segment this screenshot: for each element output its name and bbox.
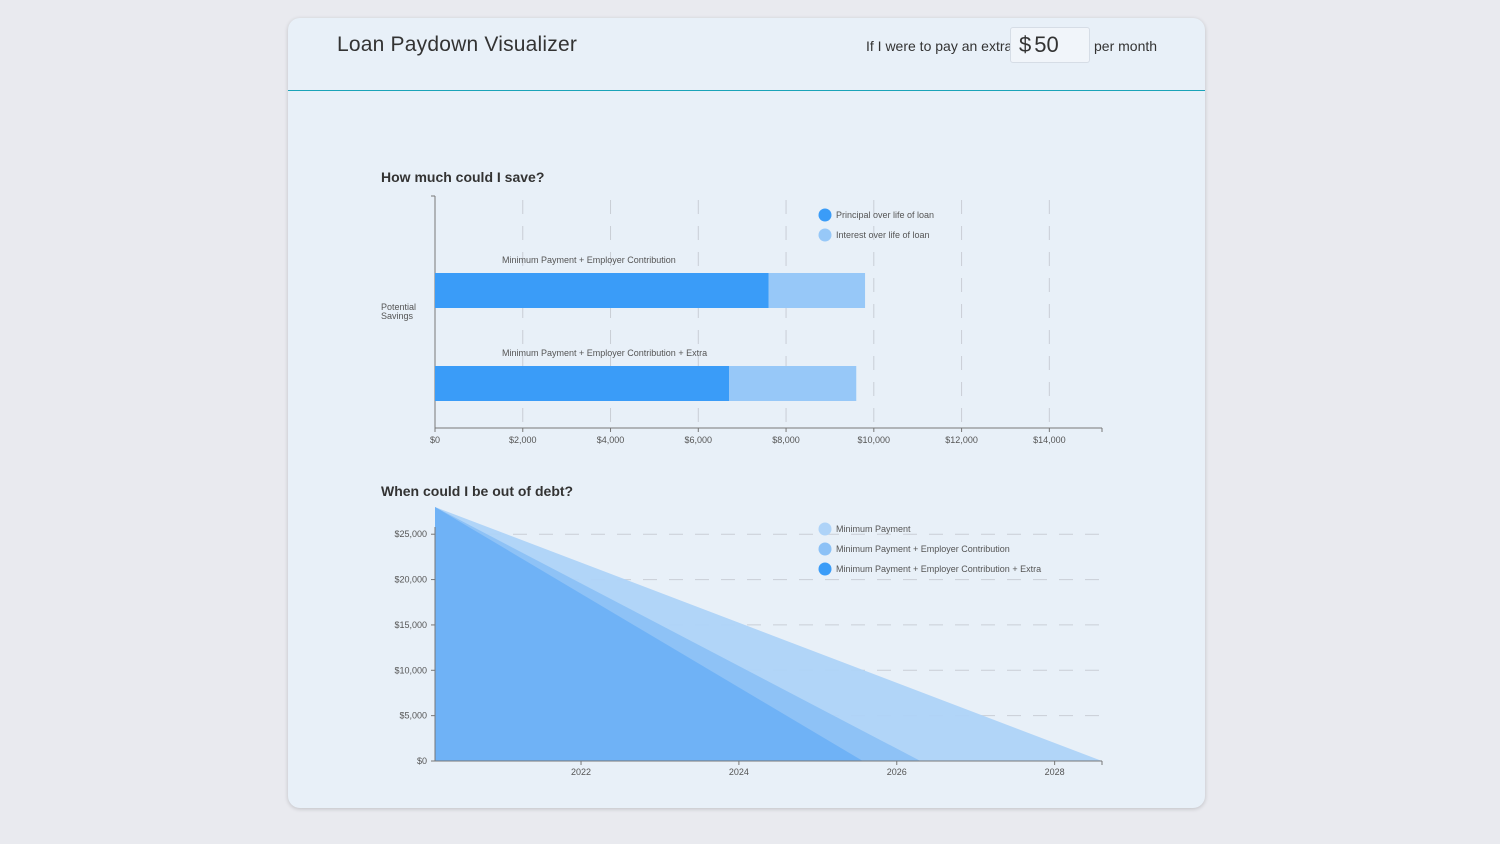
y-tick-label: $5,000 [399, 711, 427, 721]
currency-symbol: $ [1019, 32, 1032, 57]
visualizer-card: Loan Paydown Visualizer If I were to pay… [288, 18, 1205, 808]
legend-swatch [818, 228, 832, 242]
savings-chart-title: How much could I save? [381, 169, 545, 185]
savings-bar-chart: $0 $2,000 $4,000 $6,000 $8,000 $10,000 $12,000… [381, 195, 1103, 445]
y-tick-label: $25,000 [394, 529, 427, 539]
legend-swatch [818, 542, 832, 556]
x-tick-label: $4,000 [597, 435, 625, 445]
extra-payment-field[interactable]: $ [1010, 27, 1090, 63]
legend-label: Minimum Payment [836, 524, 911, 534]
legend-swatch [818, 562, 832, 576]
bar-category-label: Minimum Payment + Employer Contribution [502, 255, 676, 265]
legend-swatch [818, 522, 832, 536]
bar-category-label: Minimum Payment + Employer Contribution … [502, 348, 707, 358]
x-tick-label: $8,000 [772, 435, 800, 445]
y-axis-label: Potential Savings [381, 302, 416, 321]
legend-swatch [818, 208, 832, 222]
bar-segment [729, 366, 857, 401]
x-tick-label: $12,000 [945, 435, 978, 445]
area-series [435, 507, 863, 761]
y-tick-label: $10,000 [394, 665, 427, 675]
legend-label: Interest over life of loan [836, 230, 930, 240]
header-bar: Loan Paydown Visualizer If I were to pay… [288, 18, 1205, 91]
legend-label: Minimum Payment + Employer Contribution [836, 544, 1010, 554]
y-axis-label-line: Savings [381, 311, 414, 321]
legend-label: Minimum Payment + Employer Contribution … [836, 564, 1041, 574]
y-axis-label-line: Potential [381, 302, 416, 312]
x-tick-label: 2024 [729, 767, 749, 777]
x-tick-label: $6,000 [685, 435, 713, 445]
y-tick-label: $0 [417, 756, 427, 766]
x-tick-label: 2028 [1045, 767, 1065, 777]
x-tick-label: 2022 [571, 767, 591, 777]
extra-payment-prefix-label: If I were to pay an extra [866, 38, 1013, 54]
debt-area-chart: $0 $5,000 $10,000 $15,000 $20,000 $25,000 2022… [394, 507, 1103, 777]
x-tick-label: 2026 [887, 767, 907, 777]
bar-segment [768, 273, 866, 308]
app-title: Loan Paydown Visualizer [337, 33, 578, 56]
legend-label: Principal over life of loan [836, 210, 934, 220]
bar-segment [435, 366, 730, 401]
y-tick-label: $20,000 [394, 575, 427, 585]
y-tick-label: $15,000 [394, 620, 427, 630]
x-tick-label: $0 [430, 435, 440, 445]
bar-segment [435, 273, 769, 308]
x-tick-label: $10,000 [858, 435, 891, 445]
debt-chart-title: When could I be out of debt? [381, 483, 574, 499]
x-tick-label: $2,000 [509, 435, 537, 445]
extra-payment-input[interactable] [1034, 32, 1079, 58]
per-month-label: per month [1094, 38, 1158, 54]
x-tick-label: $14,000 [1033, 435, 1066, 445]
